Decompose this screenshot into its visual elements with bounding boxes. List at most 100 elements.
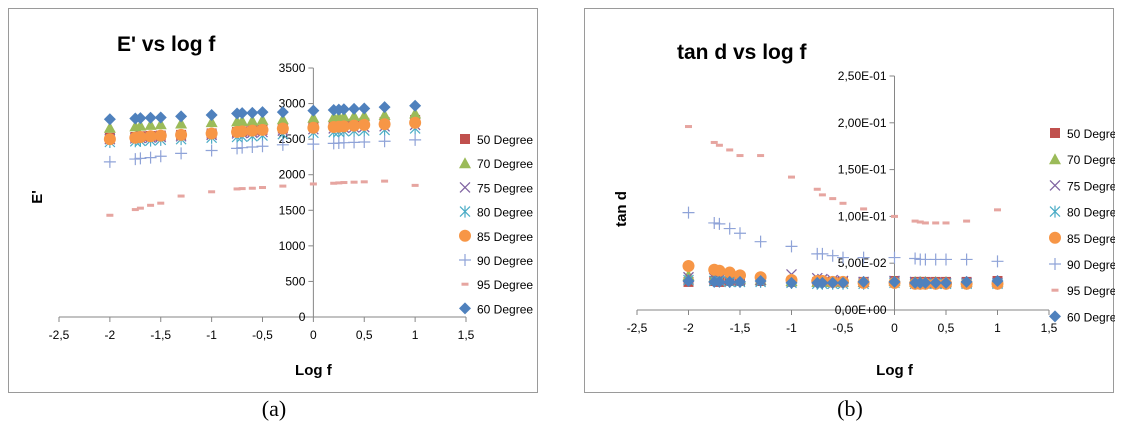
x-tick-label: 1 xyxy=(994,321,1001,335)
data-point xyxy=(940,253,952,266)
legend-label: 90 Degree xyxy=(1067,258,1115,272)
data-point xyxy=(134,112,147,125)
legend-marker xyxy=(1049,153,1061,165)
data-point xyxy=(360,180,368,184)
x-tick-label: 0,5 xyxy=(938,321,955,335)
y-tick-label: 1,50E-01 xyxy=(838,163,887,177)
data-point xyxy=(991,255,1004,268)
data-point xyxy=(246,124,259,137)
x-axis-label: Log f xyxy=(295,362,333,379)
data-point xyxy=(348,136,361,149)
chart-frame-a: E' vs log f -2,5 -2 -1,5 -1 -0,5 0 0,5 1 1,5 0 500 1… xyxy=(8,8,538,393)
data-point xyxy=(205,127,218,140)
x-tick-label: 1,5 xyxy=(458,328,475,342)
chart-title: tan d vs log f xyxy=(677,41,808,64)
y-axis-label: tan d xyxy=(613,191,630,227)
data-point xyxy=(829,197,837,201)
data-point xyxy=(236,141,249,154)
data-point xyxy=(816,276,829,289)
data-point xyxy=(256,123,269,136)
data-point xyxy=(248,186,256,190)
data-point xyxy=(175,117,188,129)
x-tick-label: -2 xyxy=(105,328,116,342)
series-60-degree xyxy=(682,274,1004,289)
legend-label: 80 Degree xyxy=(1067,206,1115,220)
data-point xyxy=(991,274,1004,287)
y-tick-label: 2500 xyxy=(279,132,306,146)
data-point xyxy=(929,276,942,289)
data-point xyxy=(259,186,266,190)
data-point xyxy=(409,116,422,129)
data-point xyxy=(350,180,358,184)
data-point xyxy=(963,219,971,223)
data-point xyxy=(233,187,241,191)
series-95-degree xyxy=(685,125,1001,225)
data-point xyxy=(238,187,246,191)
y-tick-label: 5,00E-02 xyxy=(838,256,887,270)
data-point xyxy=(682,274,695,287)
data-point xyxy=(175,128,188,141)
data-point xyxy=(144,151,157,164)
legend-label: 75 Degree xyxy=(1067,179,1115,193)
data-point xyxy=(157,201,165,205)
data-point xyxy=(710,140,718,144)
chart-panel-a: E' vs log f -2,5 -2 -1,5 -1 -0,5 0 0,5 1 1,5 0 500 1… xyxy=(0,0,548,427)
data-point xyxy=(358,118,371,131)
data-point xyxy=(839,201,847,205)
data-point xyxy=(888,275,901,288)
data-point xyxy=(685,125,692,129)
data-point xyxy=(147,203,155,207)
data-point xyxy=(309,182,317,186)
data-point xyxy=(279,184,287,188)
data-point xyxy=(713,275,726,288)
legend-label: 90 Degree xyxy=(477,254,533,268)
chart-title: E' vs log f xyxy=(117,33,216,56)
y-tick-label: 2,50E-01 xyxy=(838,69,887,83)
series-95-degree xyxy=(106,179,419,217)
data-point xyxy=(231,142,244,155)
data-point xyxy=(154,150,167,163)
data-point xyxy=(103,133,116,146)
legend-marker xyxy=(460,134,470,144)
data-point xyxy=(916,220,924,224)
legend-marker xyxy=(459,229,471,242)
data-point xyxy=(246,114,259,126)
data-point xyxy=(175,147,188,160)
series-90-degree xyxy=(103,133,422,168)
legend-label: 60 Degree xyxy=(1067,310,1115,324)
y-tick-label: 2,00E-01 xyxy=(838,116,887,130)
series-90-degree xyxy=(682,206,1004,268)
data-point xyxy=(929,253,942,266)
data-point xyxy=(857,251,870,264)
data-point xyxy=(154,129,167,142)
legend-marker xyxy=(459,157,471,169)
data-point xyxy=(857,275,870,288)
data-point xyxy=(411,183,419,187)
data-point xyxy=(131,208,139,212)
y-tick-label: 3000 xyxy=(279,97,306,111)
data-point xyxy=(813,187,821,191)
data-point xyxy=(960,253,973,266)
data-point xyxy=(378,101,391,114)
y-axis-label: E' xyxy=(29,190,46,204)
legend-label: 85 Degree xyxy=(1067,232,1115,246)
data-point xyxy=(348,119,361,132)
data-point xyxy=(921,221,929,225)
chart-frame-b: tan d vs log f -2,5 -2 -1,5 -1 -0,5 0 0,5 1 1,5 0,… xyxy=(584,8,1115,393)
y-tick-label: 0,00E+00 xyxy=(835,303,887,317)
data-point xyxy=(942,221,950,225)
y-tick-label: 3500 xyxy=(279,61,306,75)
data-point xyxy=(348,110,361,122)
data-point xyxy=(276,122,289,135)
data-point xyxy=(734,227,746,240)
data-point xyxy=(177,194,185,198)
data-point xyxy=(106,213,114,217)
data-point xyxy=(754,274,767,287)
data-point xyxy=(919,276,932,289)
legend-marker xyxy=(459,181,471,193)
data-point xyxy=(378,118,391,131)
data-point xyxy=(891,214,898,218)
data-point xyxy=(337,120,350,133)
data-point xyxy=(307,111,320,123)
chart-panel-b: tan d vs log f -2,5 -2 -1,5 -1 -0,5 0 0,5 1 1,5 0,… xyxy=(576,0,1124,427)
